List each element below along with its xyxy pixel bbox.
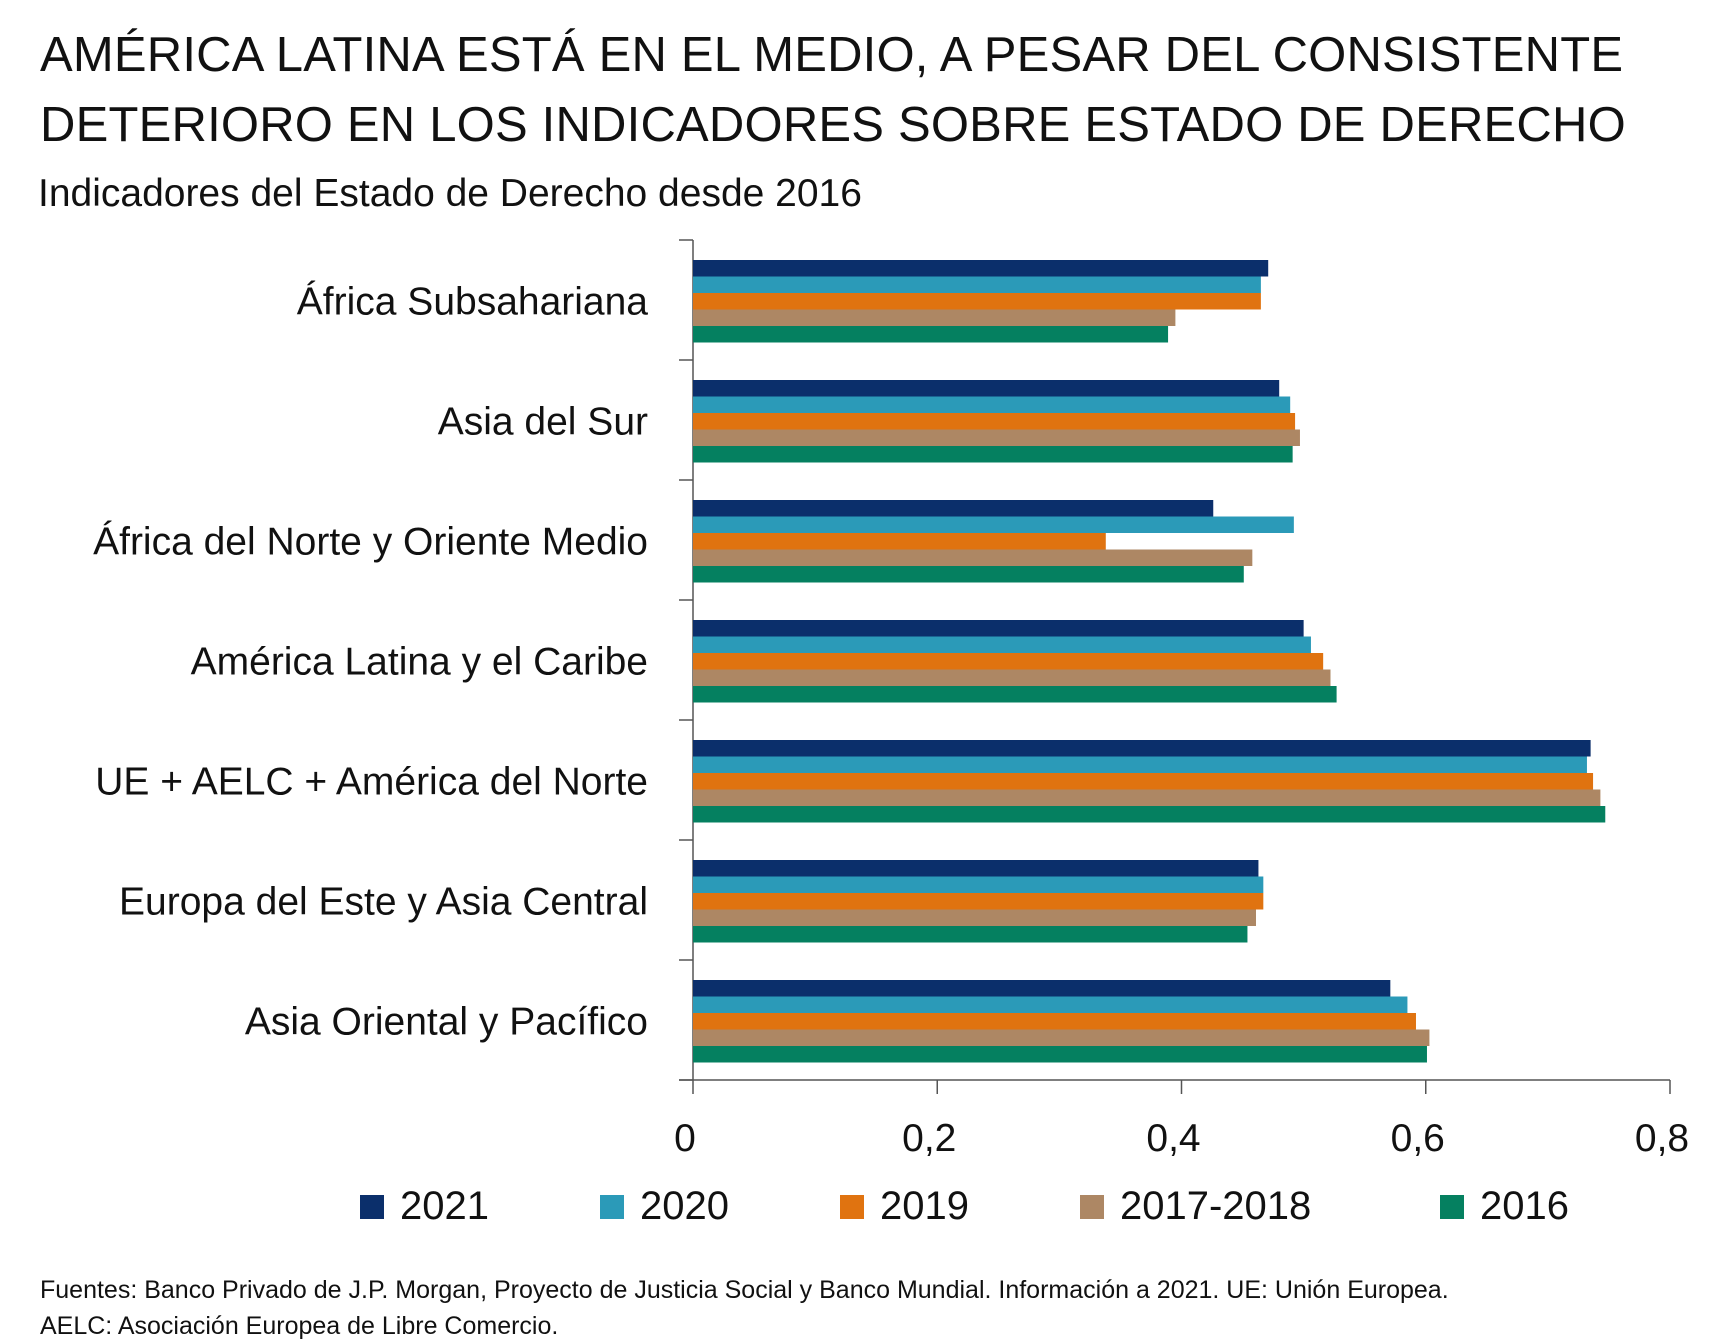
chart-legend: 2021 2020 2019 2017-2018 2016 (0, 1184, 1728, 1244)
bar-europa-del-este-y-asia-central-2017-2018 (693, 909, 1256, 926)
legend-label: 2016 (1480, 1184, 1569, 1228)
bar-africa-subsahariana-2017-2018 (693, 309, 1176, 326)
chart-title: AMÉRICA LATINA ESTÁ EN EL MEDIO, A PESAR… (40, 20, 1700, 160)
bar-asia-del-sur-2020 (693, 396, 1291, 413)
x-tick-label: 0 (674, 1117, 696, 1160)
bar-africa-del-norte-y-oriente-medio-2021 (693, 500, 1214, 517)
bar-asia-oriental-y-pacifico-2017-2018 (693, 1029, 1430, 1046)
x-tick-label: 0,6 (1391, 1117, 1445, 1160)
legend-swatch (360, 1194, 384, 1219)
bar-ue-aelc-america-del-norte-2020 (693, 756, 1587, 773)
bar-asia-oriental-y-pacifico-2020 (693, 996, 1408, 1013)
bar-ue-aelc-america-del-norte-2017-2018 (693, 789, 1601, 806)
x-tick-label: 0,2 (902, 1117, 956, 1160)
category-label: UE + AELC + América del Norte (95, 760, 648, 803)
bar-asia-del-sur-2017-2018 (693, 429, 1300, 446)
category-label: África Subsahariana (297, 280, 649, 323)
category-label: América Latina y el Caribe (191, 640, 648, 683)
legend-label: 2019 (880, 1184, 969, 1228)
bar-ue-aelc-america-del-norte-2016 (693, 806, 1606, 823)
category-label: África del Norte y Oriente Medio (93, 520, 648, 563)
bar-europa-del-este-y-asia-central-2016 (693, 926, 1248, 943)
bar-asia-del-sur-2021 (693, 380, 1280, 397)
legend-swatch (1080, 1194, 1104, 1219)
bar-america-latina-y-el-caribe-2019 (693, 653, 1324, 670)
legend-swatch (600, 1194, 624, 1219)
bar-europa-del-este-y-asia-central-2020 (693, 876, 1264, 893)
bar-africa-subsahariana-2019 (693, 293, 1261, 310)
legend-item-2016: 2016 (1440, 1184, 1569, 1229)
legend-item-2020: 2020 (600, 1184, 729, 1229)
bar-africa-subsahariana-2016 (693, 326, 1169, 343)
category-label: Europa del Este y Asia Central (119, 880, 648, 923)
x-tick-label: 0,8 (1635, 1117, 1689, 1160)
bar-africa-subsahariana-2020 (693, 276, 1261, 293)
bar-africa-del-norte-y-oriente-medio-2020 (693, 516, 1294, 533)
legend-label: 2021 (400, 1184, 489, 1228)
bar-africa-del-norte-y-oriente-medio-2019 (693, 533, 1106, 550)
category-label: Asia Oriental y Pacífico (245, 1000, 648, 1043)
bar-america-latina-y-el-caribe-2017-2018 (693, 669, 1331, 686)
bar-africa-del-norte-y-oriente-medio-2017-2018 (693, 549, 1253, 566)
bar-asia-del-sur-2019 (693, 413, 1296, 430)
x-tick-label: 0,4 (1146, 1117, 1200, 1160)
bar-chart: 0 0,2 0,4 0,6 0,8 África Subsahariana Asia del… (93, 239, 1689, 1160)
legend-swatch (1440, 1194, 1464, 1219)
source-note: Fuentes: Banco Privado de J.P. Morgan, P… (40, 1272, 1700, 1344)
legend-swatch (840, 1194, 864, 1219)
bar-ue-aelc-america-del-norte-2021 (693, 740, 1591, 757)
legend-item-2017-2018: 2017-2018 (1080, 1184, 1311, 1229)
bar-america-latina-y-el-caribe-2020 (693, 636, 1311, 653)
bar-asia-oriental-y-pacifico-2019 (693, 1013, 1416, 1030)
bar-asia-del-sur-2016 (693, 446, 1293, 463)
bar-europa-del-este-y-asia-central-2019 (693, 893, 1264, 910)
title-line-2: DETERIORO EN LOS INDICADORES SOBRE ESTAD… (40, 98, 1626, 152)
bar-africa-del-norte-y-oriente-medio-2016 (693, 566, 1244, 583)
chart-subtitle: Indicadores del Estado de Derecho desde … (38, 172, 862, 215)
bar-africa-subsahariana-2021 (693, 260, 1269, 277)
bar-asia-oriental-y-pacifico-2016 (693, 1046, 1427, 1063)
bar-asia-oriental-y-pacifico-2021 (693, 980, 1391, 997)
bar-ue-aelc-america-del-norte-2019 (693, 773, 1594, 790)
source-line-1: Fuentes: Banco Privado de J.P. Morgan, P… (40, 1276, 1449, 1304)
title-line-1: AMÉRICA LATINA ESTÁ EN EL MEDIO, A PESAR… (40, 28, 1624, 82)
bar-europa-del-este-y-asia-central-2021 (693, 860, 1259, 877)
bar-america-latina-y-el-caribe-2021 (693, 620, 1304, 637)
category-label: Asia del Sur (438, 400, 648, 443)
legend-item-2019: 2019 (840, 1184, 969, 1229)
legend-label: 2017-2018 (1120, 1184, 1312, 1228)
legend-label: 2020 (640, 1184, 729, 1228)
bar-america-latina-y-el-caribe-2016 (693, 686, 1337, 703)
legend-item-2021: 2021 (360, 1184, 489, 1229)
source-line-2: AELC: Asociación Europea de Libre Comerc… (40, 1312, 559, 1340)
